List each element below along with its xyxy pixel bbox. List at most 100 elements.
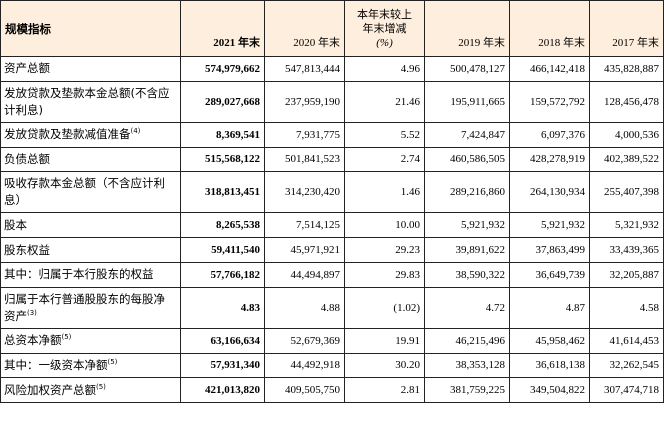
value-2019: 289,216,860 xyxy=(424,171,510,214)
row-label: 股东权益 xyxy=(0,237,181,263)
value-2017: 435,828,887 xyxy=(589,56,664,82)
header-change: 本年末较上 年末增减 (%) xyxy=(344,0,425,57)
value-change: 21.46 xyxy=(344,80,425,123)
value-2020: 409,505,750 xyxy=(264,377,345,404)
table-row: 发放贷款及垫款本金总额(不含应计利息) 289,027,668 237,959,19… xyxy=(0,80,664,123)
value-2021: 515,568,122 xyxy=(180,146,265,173)
value-2017: 32,262,545 xyxy=(589,352,664,379)
value-2019: 460,586,505 xyxy=(424,146,510,173)
value-2018: 6,097,376 xyxy=(509,121,590,148)
table-row: 总资本净额(5) 63,166,634 52,679,369 19.91 46,215,… xyxy=(0,327,664,354)
value-change: 2.74 xyxy=(344,146,425,173)
header-label: 规模指标 xyxy=(0,0,181,57)
value-2017: 32,205,887 xyxy=(589,261,664,288)
row-label: 资产总额 xyxy=(0,56,181,82)
value-2018: 36,649,739 xyxy=(509,261,590,288)
header-2017: 2017 年末 xyxy=(589,0,664,57)
header-2019: 2019 年末 xyxy=(424,0,510,57)
row-label: 其中：一级资本净额(5) xyxy=(0,352,181,379)
value-2021: 8,369,541 xyxy=(180,121,265,148)
value-2017: 33,439,365 xyxy=(589,237,664,263)
value-change: 10.00 xyxy=(344,212,425,239)
row-label-text: 其中：一级资本净额 xyxy=(4,357,108,372)
value-2019: 5,921,932 xyxy=(424,212,510,239)
value-2017: 402,389,522 xyxy=(589,146,664,173)
value-2020: 4.88 xyxy=(264,286,345,329)
value-2021: 289,027,668 xyxy=(180,80,265,123)
header-change-unit: (%) xyxy=(376,37,393,49)
value-2021: 57,931,340 xyxy=(180,352,265,379)
value-change: 29.83 xyxy=(344,261,425,288)
row-label: 归属于本行普通股股东的每股净资产(3) xyxy=(0,286,181,329)
value-2021: 574,979,662 xyxy=(180,56,265,82)
value-2017: 307,474,718 xyxy=(589,377,664,404)
value-2019: 46,215,496 xyxy=(424,327,510,354)
table-row: 其中：一级资本净额(5) 57,931,340 44,492,918 30.20 38,… xyxy=(0,352,664,379)
row-label-text: 其中：归属于本行股东的权益 xyxy=(4,267,154,282)
row-label-text: 风险加权资产总额 xyxy=(4,382,96,397)
table-row: 归属于本行普通股股东的每股净资产(3) 4.83 4.88 (1.02) 4.72 4.8… xyxy=(0,286,664,329)
footnote-marker: (4) xyxy=(130,127,141,136)
header-2018: 2018 年末 xyxy=(509,0,590,57)
row-label-text: 总资本净额 xyxy=(4,333,62,348)
value-2021: 8,265,538 xyxy=(180,212,265,239)
table-row: 股本 8,265,538 7,514,125 10.00 5,921,932 5,921,… xyxy=(0,212,664,239)
table-row: 资产总额 574,979,662 547,813,444 4.96 500,478,12… xyxy=(0,56,664,82)
value-2018: 466,142,418 xyxy=(509,56,590,82)
value-change: (1.02) xyxy=(344,286,425,329)
value-change: 2.81 xyxy=(344,377,425,404)
row-label-text: 股本 xyxy=(4,217,27,232)
value-2019: 39,891,622 xyxy=(424,237,510,263)
value-2020: 44,492,918 xyxy=(264,352,345,379)
value-2021: 421,013,820 xyxy=(180,377,265,404)
header-row: 规模指标 2021 年末 2020 年末 本年末较上 年末增减 (%) 2019… xyxy=(0,0,664,57)
row-label: 股本 xyxy=(0,212,181,239)
value-2021: 4.83 xyxy=(180,286,265,329)
value-2020: 314,230,420 xyxy=(264,171,345,214)
row-label: 负债总额 xyxy=(0,146,181,173)
value-2021: 59,411,540 xyxy=(180,237,265,263)
value-2020: 7,514,125 xyxy=(264,212,345,239)
footnote-marker: (3) xyxy=(27,308,37,317)
value-2018: 428,278,919 xyxy=(509,146,590,173)
row-label-text: 负债总额 xyxy=(4,151,50,166)
row-label: 其中：归属于本行股东的权益 xyxy=(0,261,181,288)
value-2019: 38,353,128 xyxy=(424,352,510,379)
table-body: 资产总额 574,979,662 547,813,444 4.96 500,478,12… xyxy=(0,56,664,404)
header-change-line2: 年末增减 xyxy=(362,23,407,35)
row-label-text: 资产总额 xyxy=(4,61,50,76)
value-2018: 5,921,932 xyxy=(509,212,590,239)
header-2020: 2020 年末 xyxy=(264,0,345,57)
value-2019: 7,424,847 xyxy=(424,121,510,148)
value-2018: 349,504,822 xyxy=(509,377,590,404)
table-row: 风险加权资产总额(5) 421,013,820 409,505,750 2.81 381… xyxy=(0,377,664,404)
table-row: 负债总额 515,568,122 501,841,523 2.74 460,586,50… xyxy=(0,146,664,173)
footnote-marker: (5) xyxy=(107,358,118,367)
value-2020: 7,931,775 xyxy=(264,121,345,148)
row-label: 总资本净额(5) xyxy=(0,327,181,354)
value-2017: 255,407,398 xyxy=(589,171,664,214)
value-2020: 547,813,444 xyxy=(264,56,345,82)
footnote-marker: (5) xyxy=(96,382,106,391)
value-2017: 4,000,536 xyxy=(589,121,664,148)
value-change: 30.20 xyxy=(344,352,425,379)
row-label: 风险加权资产总额(5) xyxy=(0,377,181,404)
value-2017: 5,321,932 xyxy=(589,212,664,239)
value-2020: 52,679,369 xyxy=(264,327,345,354)
value-2020: 237,959,190 xyxy=(264,80,345,123)
value-change: 29.23 xyxy=(344,237,425,263)
table-row: 吸收存款本金总额（不含应计利息） 318,813,451 314,230,420 1.… xyxy=(0,171,664,214)
value-2021: 57,766,182 xyxy=(180,261,265,288)
value-change: 5.52 xyxy=(344,121,425,148)
footnote-marker: (5) xyxy=(61,333,72,342)
value-2020: 501,841,523 xyxy=(264,146,345,173)
value-2017: 4.58 xyxy=(589,286,664,329)
value-2018: 264,130,934 xyxy=(509,171,590,214)
value-2019: 4.72 xyxy=(424,286,510,329)
value-2021: 318,813,451 xyxy=(180,171,265,214)
row-label-text: 发放贷款及垫款减值准备 xyxy=(4,127,131,142)
row-label-text: 吸收存款本金总额（不含应计利息） xyxy=(4,176,165,208)
value-2020: 45,971,921 xyxy=(264,237,345,263)
row-label-text: 发放贷款及垫款本金总额(不含应计利息) xyxy=(4,85,170,117)
value-2019: 500,478,127 xyxy=(424,56,510,82)
